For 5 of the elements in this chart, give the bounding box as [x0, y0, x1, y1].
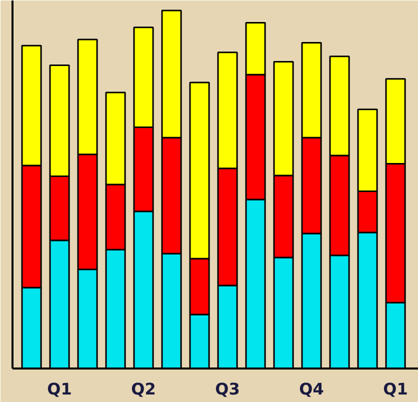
- x-tick-label: Q3: [215, 380, 240, 398]
- x-tick-label: Q1: [383, 380, 408, 398]
- x-tick-label: Q2: [131, 380, 156, 398]
- x-tick-label: Q4: [299, 380, 324, 398]
- x-tick-label: Q1: [47, 380, 72, 398]
